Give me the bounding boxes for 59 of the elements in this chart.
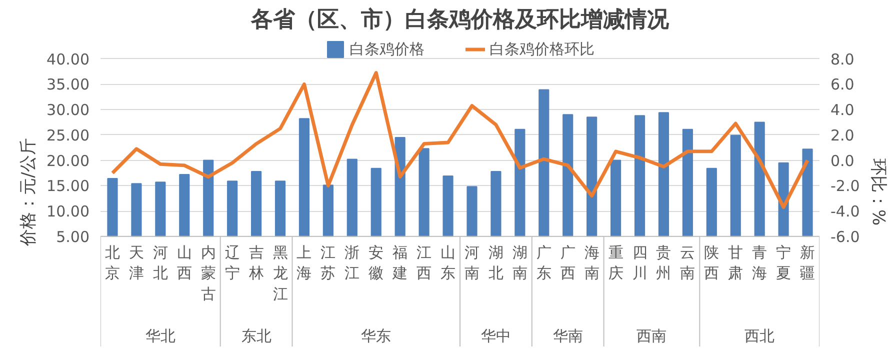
y-tick-label: 40.00: [46, 50, 90, 68]
y-tick-label: 35.00: [46, 76, 90, 94]
x-tick-label: 内蒙古: [200, 244, 216, 303]
text: 华东: [361, 326, 392, 345]
x-tick-label: 广西: [560, 244, 576, 282]
y-tick-label: 10.00: [46, 202, 90, 221]
x-tick-label: 贵州: [656, 244, 672, 282]
y2-tick-label: -2.0: [830, 177, 860, 196]
text: 华南: [552, 326, 583, 345]
legend-label: 白条鸡价格: [350, 40, 424, 58]
x-tick-label: 安徽: [368, 244, 384, 282]
x-tick-label: 四川: [632, 244, 648, 282]
y2-tick-label: 4.0: [830, 101, 854, 120]
x-tick-label: 山西: [176, 244, 192, 282]
x-tick-label: 青海: [752, 244, 768, 282]
x-tick-label: 辽宁: [224, 244, 240, 282]
y2-tick-label: 0.0: [830, 152, 854, 170]
line-series: [110, 71, 810, 209]
y-tick-label: 25.00: [46, 126, 90, 144]
x-tick-label: 河南: [464, 244, 480, 282]
x-tick-label: 湖北: [488, 244, 504, 282]
text: 西北: [744, 326, 775, 345]
x-tick-label: 海南: [584, 244, 600, 282]
x-tick-label: 广东: [536, 244, 552, 282]
x-tick-label: 新疆: [800, 244, 816, 282]
text: 华北: [145, 326, 176, 345]
x-tick-label: 陕西: [704, 244, 720, 282]
y2-tick-label: 6.0: [830, 76, 854, 94]
y-tick-label: 20.00: [46, 152, 90, 170]
y2-tick-label: 2.0: [830, 126, 854, 144]
x-tick-label: 山东: [440, 244, 456, 282]
text: 东北: [241, 326, 272, 345]
x-tick-label: 福建: [392, 244, 408, 282]
y2-axis-title: 环比：%: [868, 158, 888, 226]
x-tick-label: 吉林: [248, 244, 264, 282]
y-tick-label: 15.00: [46, 177, 90, 196]
x-tick-label: 江西: [416, 244, 432, 282]
y2-tick-label: -4.0: [830, 202, 860, 221]
x-tick-label: 黑龙江: [272, 244, 288, 303]
text: 华中: [480, 326, 511, 345]
x-tick-label: 上海: [296, 244, 312, 282]
y2-tick-label: -6.0: [830, 228, 860, 246]
x-tick-label: 北京: [104, 244, 120, 282]
y-axis-title: 价格：元/公斤: [18, 138, 39, 247]
y2-tick-label: 8.0: [830, 50, 854, 68]
x-tick-label: 重庆: [608, 244, 624, 282]
text: 西南: [636, 326, 667, 345]
x-tick-label: 天津: [128, 244, 144, 282]
y-tick-label: 5.00: [56, 228, 90, 246]
x-tick-label: 湖南: [512, 244, 528, 282]
x-tick-label: 云南: [680, 244, 696, 282]
chart-title: 各省（区、市）白条鸡价格及环比增减情况: [250, 6, 670, 32]
x-tick-label: 河北: [152, 244, 168, 282]
legend-label: 白条鸡价格环比: [490, 40, 594, 58]
x-tick-label: 江苏: [320, 244, 336, 282]
x-tick-label: 宁夏: [776, 244, 792, 282]
x-tick-label: 甘肃: [728, 244, 744, 282]
y-tick-label: 30.00: [46, 101, 90, 120]
x-tick-label: 浙江: [344, 244, 360, 282]
